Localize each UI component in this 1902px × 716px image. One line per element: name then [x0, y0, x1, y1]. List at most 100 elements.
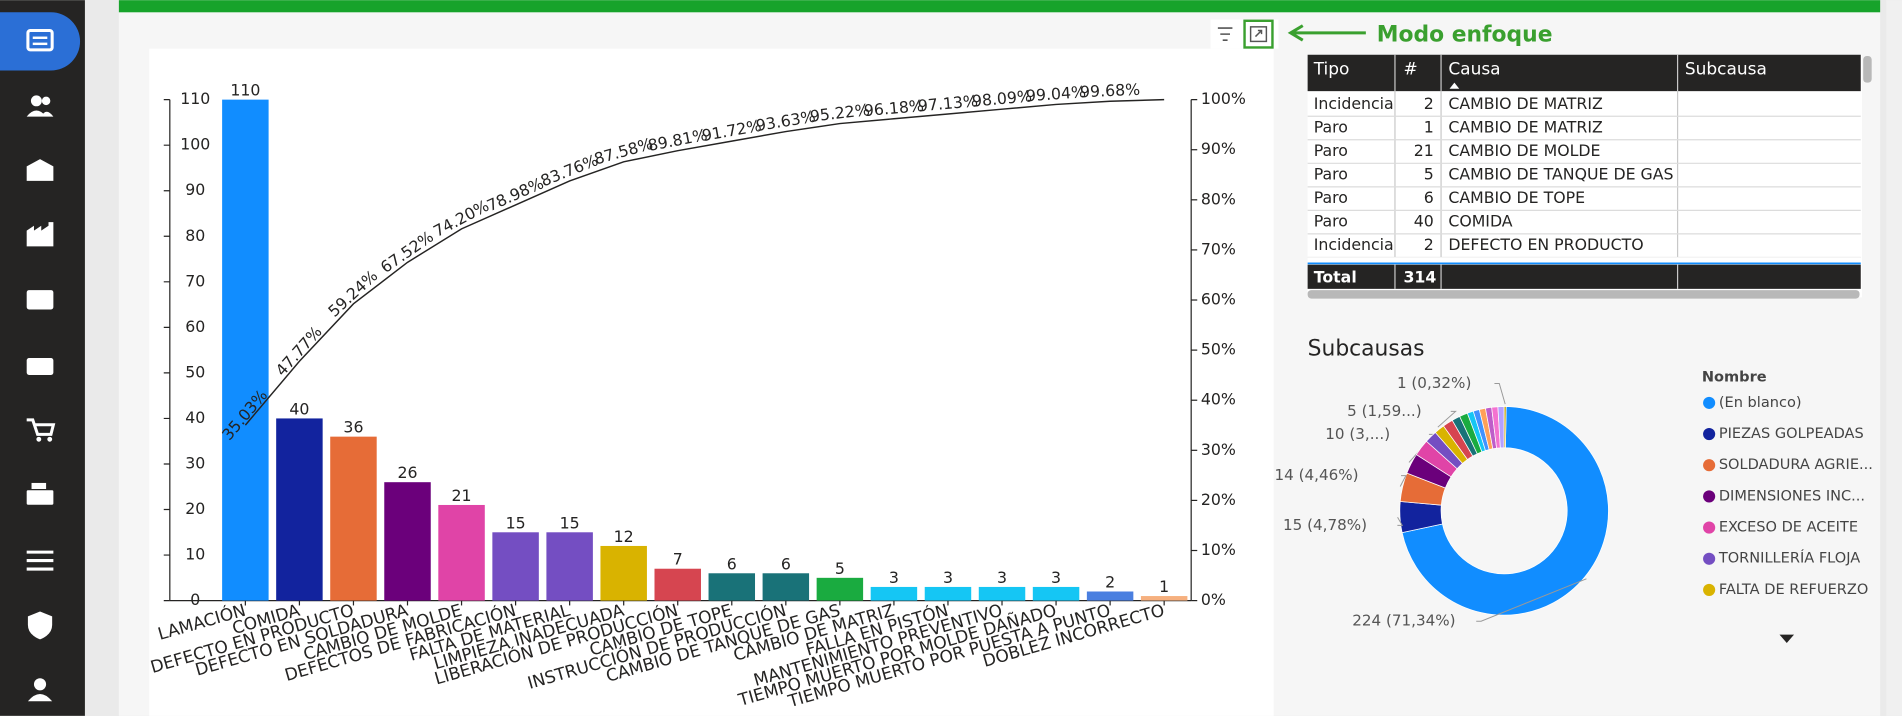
scrollbar-track [1886, 0, 1902, 716]
sort-indicator[interactable] [1449, 82, 1460, 89]
icon-factory[interactable] [26, 222, 54, 247]
donut-label: 15 (4,78%) [1283, 516, 1367, 534]
leader-line [1494, 382, 1506, 405]
legend-label[interactable]: (En blanco) [1719, 394, 1802, 411]
y2-tick-label: 100% [1201, 89, 1246, 108]
icon-warehouse[interactable] [26, 159, 54, 181]
table-total-cell: 314 [1403, 267, 1436, 286]
y2-tick-label: 90% [1201, 139, 1236, 158]
filter-icon[interactable] [1217, 27, 1233, 41]
table-cell: CAMBIO DE TANQUE DE GAS [1448, 165, 1673, 184]
table-cell: Paro [1314, 141, 1348, 160]
bar [1086, 591, 1134, 601]
y2-tick-label: 70% [1201, 239, 1236, 258]
icon-people [41, 96, 51, 106]
icon-shield[interactable] [27, 611, 53, 640]
icon-user [27, 694, 53, 702]
y-tick-label: 110 [180, 89, 210, 108]
donut-title: Subcausas [1308, 337, 1425, 362]
bar [978, 586, 1026, 601]
icon-detail [32, 36, 48, 39]
bar [222, 99, 269, 601]
icon-cart[interactable] [26, 418, 56, 436]
annotation-arrow [1287, 24, 1366, 42]
legend-label[interactable]: EXCESO DE ACEITE [1719, 519, 1858, 536]
legend-marker [1703, 583, 1716, 596]
table-vscroll[interactable] [1863, 55, 1872, 83]
legend-label[interactable]: PIEZAS GOLPEADAS [1719, 425, 1864, 442]
icon-register[interactable] [26, 490, 54, 505]
y2-tick-label: 60% [1201, 290, 1236, 309]
table-cell: CAMBIO DE TOPE [1448, 188, 1585, 207]
legend-label[interactable]: TORNILLERÍA FLOJA [1718, 549, 1860, 567]
bar-label: 1 [1159, 577, 1169, 596]
legend-marker [1703, 490, 1716, 503]
table-cell: Incidencia [1314, 235, 1394, 254]
legend-title: Nombre [1702, 368, 1767, 385]
table-header-cell[interactable]: Tipo [1313, 59, 1350, 79]
y-tick-label: 10 [185, 545, 205, 564]
legend-marker [1703, 396, 1716, 409]
legend-label[interactable]: FALTA DE REFUERZO [1719, 581, 1868, 598]
y-tick-label: 50 [185, 362, 205, 381]
table-cell: 2 [1424, 94, 1434, 113]
icon-people[interactable] [30, 95, 42, 107]
bar-label: 3 [889, 568, 899, 587]
annotation-text: Modo enfoque [1377, 22, 1553, 47]
icon-register [31, 482, 47, 490]
bar-label: 36 [343, 418, 363, 437]
icon-report[interactable] [26, 28, 54, 52]
leader-line [1437, 410, 1457, 428]
bar [870, 586, 918, 601]
table-hscroll[interactable] [1307, 290, 1860, 299]
leader-line [1399, 475, 1407, 487]
legend-label[interactable]: SOLDADURA AGRIE... [1719, 456, 1873, 473]
bar [438, 504, 485, 601]
bar-label: 3 [997, 568, 1007, 587]
leader-line [1397, 517, 1404, 526]
y2-tick-label: 30% [1201, 440, 1236, 459]
icon-settings[interactable] [26, 550, 54, 571]
table-header-cell[interactable]: Causa [1448, 59, 1500, 79]
bar-label: 7 [673, 550, 683, 569]
bar [762, 573, 810, 601]
sidebar-active[interactable] [0, 12, 81, 71]
pareto-visual [149, 48, 1274, 716]
table-header-cell[interactable]: Subcausa [1685, 59, 1767, 79]
legend-marker [1703, 427, 1716, 441]
bar [816, 577, 864, 601]
donut-label: 10 (3,...) [1325, 425, 1390, 443]
table-cell: CAMBIO DE MATRIZ [1448, 118, 1603, 137]
icon-cert[interactable] [26, 290, 54, 310]
bar-label: 110 [230, 81, 260, 100]
leader-line [1476, 578, 1587, 622]
legend-label[interactable]: DIMENSIONES INC... [1719, 487, 1865, 504]
table-header [1307, 54, 1861, 92]
icon-user[interactable] [33, 678, 47, 691]
table-cell: Paro [1314, 188, 1348, 207]
bar-label: 26 [397, 463, 417, 482]
y-tick-label: 90 [185, 180, 205, 199]
bar-label: 15 [560, 513, 580, 532]
table-cell: COMIDA [1448, 212, 1512, 231]
focus-icon[interactable] [1249, 26, 1268, 43]
legend-more[interactable] [1779, 634, 1795, 644]
bar-label: 5 [835, 559, 845, 578]
donut-label: 5 (1,59...) [1347, 402, 1422, 420]
table-cell: 2 [1424, 235, 1434, 254]
icon-detail [32, 42, 48, 46]
bar [276, 418, 323, 601]
table-cell: DEFECTO EN PRODUCTO [1448, 235, 1643, 254]
icon-tools[interactable] [26, 358, 54, 375]
y-tick-label: 20 [185, 499, 205, 518]
icon-cart [36, 436, 42, 442]
table-header-cell[interactable]: # [1403, 59, 1417, 79]
bar [924, 586, 972, 601]
bar [708, 573, 756, 601]
table-cell: Paro [1314, 165, 1348, 184]
bar-label: 15 [506, 513, 526, 532]
bar [492, 532, 539, 601]
table-total [1307, 264, 1861, 289]
y-tick-label: 40 [185, 408, 205, 427]
